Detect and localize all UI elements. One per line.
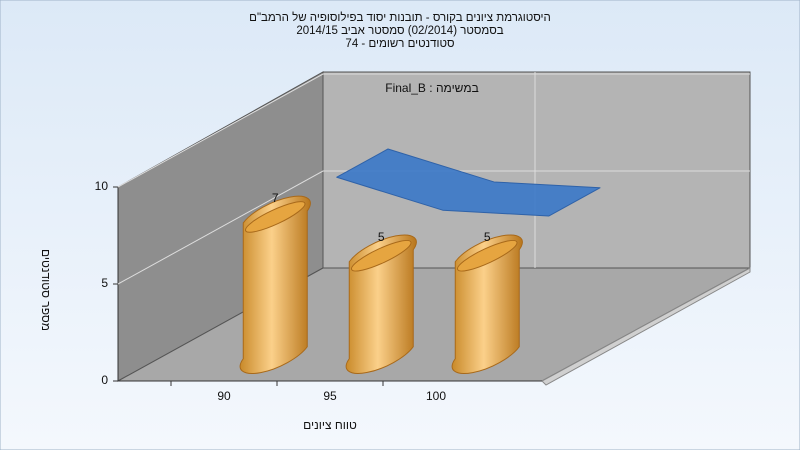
y-tick-label: 5	[101, 276, 108, 290]
title: סטודנטים רשומים - 74	[345, 38, 454, 50]
title: בסמסטר (02/2014) סמסטר אביב 2014/15	[296, 25, 503, 37]
floor-edge	[541, 267, 751, 386]
grid-line	[117, 73, 750, 188]
value-label: 5	[484, 230, 491, 244]
x-axis-label: טווח ציונים	[303, 418, 357, 432]
y-tick-label: 0	[101, 373, 108, 387]
title: היסטוגרמת ציונים בקורס - תובנות יסוד בפי…	[249, 11, 551, 24]
x-tick-label: 100	[426, 389, 446, 403]
bar-top	[351, 239, 412, 272]
grid-line	[117, 170, 750, 285]
value-label: 5	[378, 230, 385, 244]
x-tick-label: 90	[217, 389, 231, 403]
curve	[336, 148, 601, 217]
bar	[239, 195, 311, 374]
x-tick-label: 95	[323, 389, 337, 403]
y-tick-label: 10	[95, 179, 109, 193]
legend-label: Final_B : במשימה	[385, 81, 479, 95]
bar-top	[245, 201, 306, 233]
y-axis-label: מספר סטודנטים	[39, 249, 53, 331]
bar-top	[457, 239, 518, 272]
value-label: 7	[272, 191, 279, 205]
